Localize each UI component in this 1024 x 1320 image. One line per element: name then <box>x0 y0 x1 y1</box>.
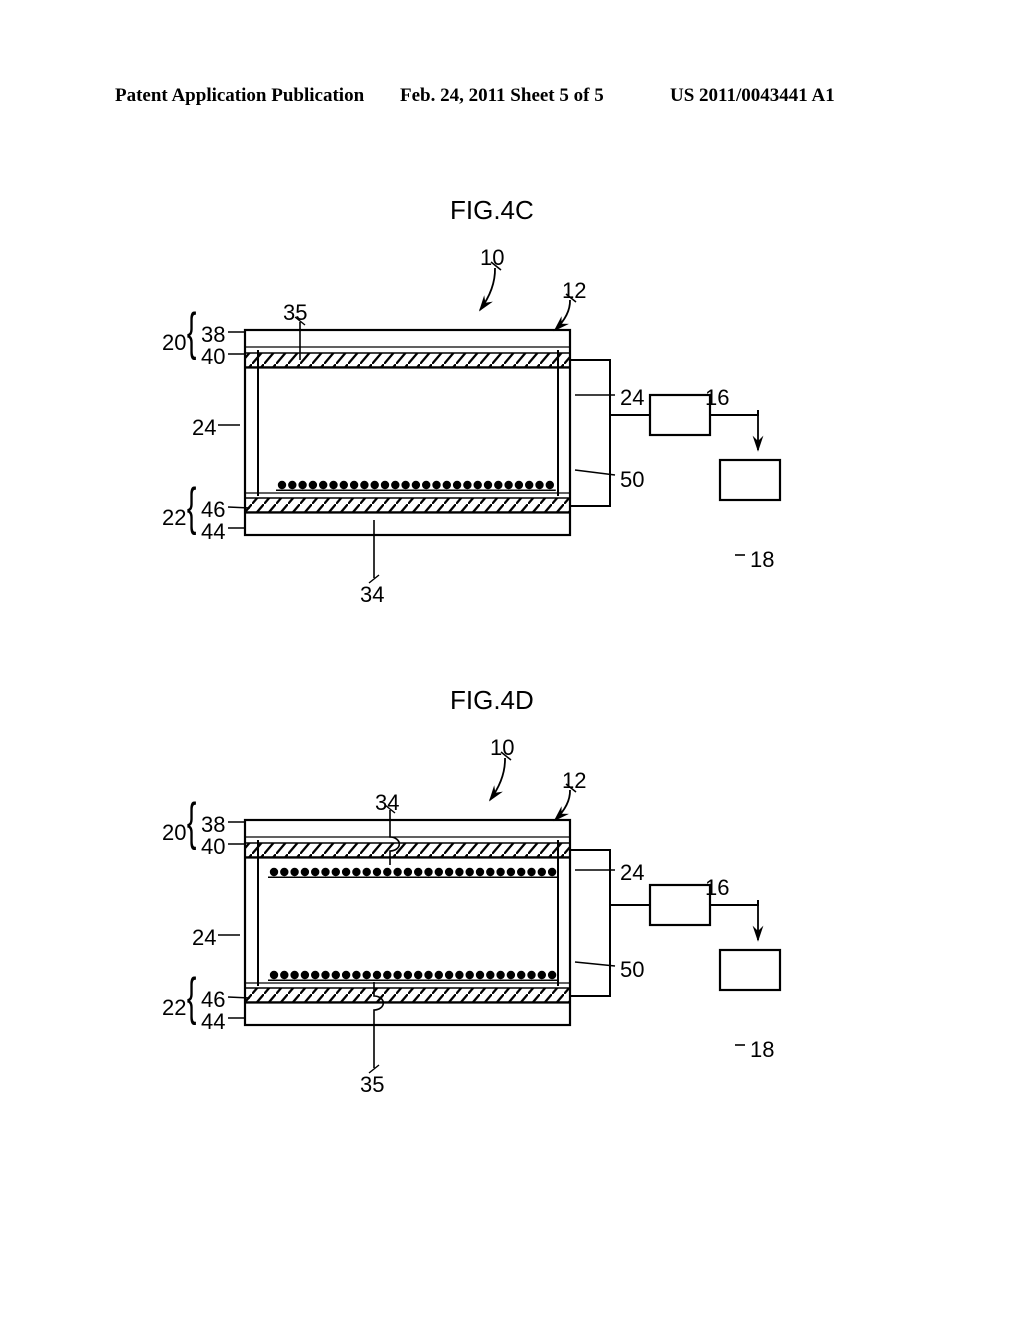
ref-label: 20 <box>162 330 186 356</box>
ref-label: 24 <box>620 385 644 411</box>
ref-label: 18 <box>750 547 774 573</box>
ref-label: 12 <box>562 278 586 304</box>
brace: { <box>187 802 197 844</box>
patent-diagram <box>0 0 1024 1320</box>
ref-label: 50 <box>620 957 644 983</box>
brace: { <box>187 977 197 1019</box>
ref-label: 24 <box>192 415 216 441</box>
ref-label: 22 <box>162 505 186 531</box>
ref-label: 50 <box>620 467 644 493</box>
ref-label: 34 <box>360 582 384 608</box>
ref-label: 44 <box>201 519 225 545</box>
ref-label: 40 <box>201 834 225 860</box>
brace: { <box>187 487 197 529</box>
ref-label: 20 <box>162 820 186 846</box>
ref-label: 12 <box>562 768 586 794</box>
ref-label: 44 <box>201 1009 225 1035</box>
ref-label: 40 <box>201 344 225 370</box>
ref-label: 16 <box>705 875 729 901</box>
ref-label: 22 <box>162 995 186 1021</box>
ref-label: 34 <box>375 790 399 816</box>
ref-label: 35 <box>360 1072 384 1098</box>
ref-label: 16 <box>705 385 729 411</box>
ref-label: 24 <box>192 925 216 951</box>
ref-label: 10 <box>480 245 504 271</box>
ref-label: 24 <box>620 860 644 886</box>
ref-label: 35 <box>283 300 307 326</box>
ref-label: 10 <box>490 735 514 761</box>
ref-label: 18 <box>750 1037 774 1063</box>
brace: { <box>187 312 197 354</box>
